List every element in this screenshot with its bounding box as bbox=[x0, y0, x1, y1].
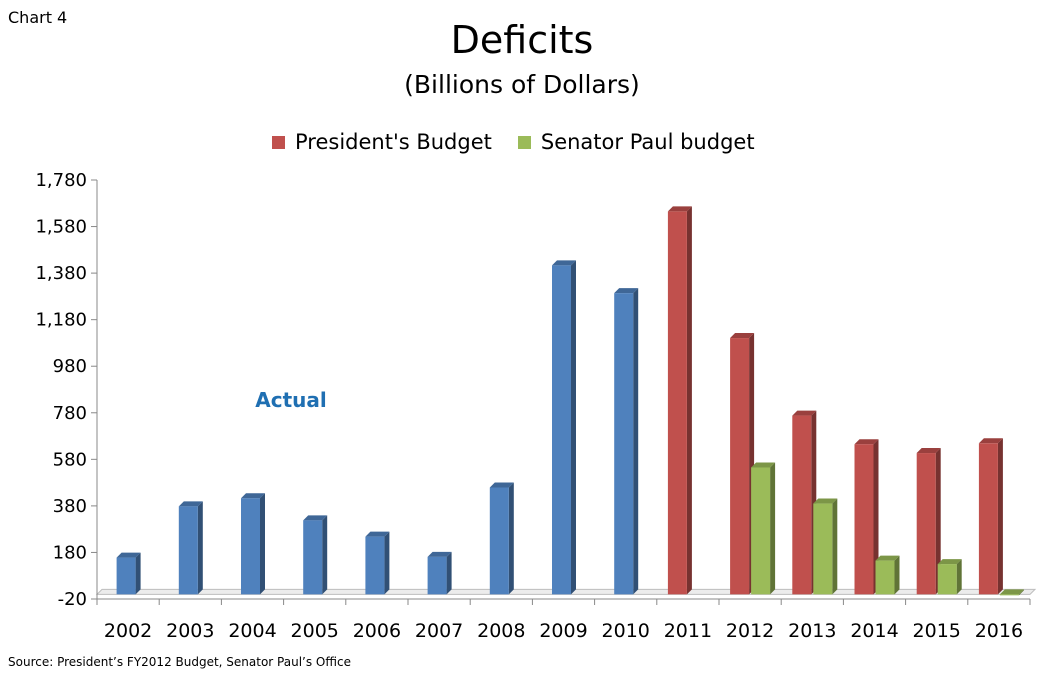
legend-swatch-senator-paul-budget bbox=[517, 135, 531, 149]
bar-actual-2010 bbox=[614, 293, 634, 595]
bar-presidents-budget-2016 bbox=[978, 443, 998, 595]
chart-title: Deficits bbox=[450, 18, 594, 62]
y-tick-label: 580 bbox=[53, 449, 87, 470]
x-tick-label: 2011 bbox=[664, 620, 712, 642]
x-tick-label: 2013 bbox=[788, 620, 836, 642]
bar-presidents-budget-2015-side bbox=[935, 448, 941, 595]
bar-senator-paul-budget-2012 bbox=[751, 467, 771, 595]
bar-senator-paul-budget-2014-side bbox=[894, 555, 900, 595]
bar-actual-2004-top bbox=[241, 493, 265, 499]
bar-presidents-budget-2014-top bbox=[854, 439, 879, 445]
bar-senator-paul-budget-2013-side bbox=[832, 498, 838, 595]
bar-presidents-budget-2015-top bbox=[916, 448, 941, 454]
bar-actual-2002 bbox=[116, 557, 136, 595]
bar-actual-2005 bbox=[303, 520, 323, 595]
y-tick-label: 380 bbox=[53, 496, 87, 517]
bar-senator-paul-budget-2016 bbox=[999, 594, 1019, 596]
bar-actual-2003-top bbox=[178, 501, 203, 507]
legend-item-presidents-budget: President's Budget bbox=[272, 130, 492, 154]
bar-actual-2002-side bbox=[135, 552, 141, 595]
y-tick-label: 1,380 bbox=[35, 263, 87, 284]
bar-presidents-budget-2011-side bbox=[686, 206, 692, 595]
bar-actual-2003-side bbox=[197, 501, 203, 595]
bar-actual-2010-top bbox=[614, 288, 639, 294]
x-tick-label: 2015 bbox=[913, 620, 961, 642]
bar-presidents-budget-2015 bbox=[916, 453, 936, 595]
bar-presidents-budget-2013 bbox=[792, 415, 812, 595]
bar-presidents-budget-2016-side bbox=[997, 438, 1003, 595]
bar-actual-2009 bbox=[552, 265, 571, 595]
x-tick-label: 2008 bbox=[477, 620, 525, 642]
x-tick-label: 2002 bbox=[104, 620, 152, 642]
y-tick-label: -20 bbox=[58, 589, 87, 610]
x-tick-label: 2014 bbox=[850, 620, 898, 642]
legend-item-senator-paul-budget: Senator Paul budget bbox=[517, 130, 755, 154]
bar-actual-2004 bbox=[241, 498, 260, 595]
x-tick-label: 2005 bbox=[291, 620, 339, 642]
bar-presidents-budget-2013-top bbox=[792, 410, 817, 416]
bar-presidents-budget-2014 bbox=[854, 444, 874, 595]
bar-actual-2002-top bbox=[116, 552, 141, 558]
bar-actual-2007-side bbox=[446, 551, 452, 595]
x-tick-label: 2004 bbox=[228, 620, 276, 642]
bar-senator-paul-budget-2012-top bbox=[751, 462, 776, 468]
bar-senator-paul-budget-2014 bbox=[875, 560, 895, 595]
y-tick-label: 180 bbox=[53, 542, 87, 563]
x-tick-label: 2010 bbox=[602, 620, 650, 642]
bar-actual-2005-side bbox=[322, 515, 328, 595]
x-tick-label: 2009 bbox=[539, 620, 587, 642]
y-tick-label: 1,180 bbox=[35, 310, 87, 331]
y-tick-label: 980 bbox=[53, 356, 87, 377]
chart-subtitle: (Billions of Dollars) bbox=[404, 70, 640, 99]
x-tick-label: 2003 bbox=[166, 620, 214, 642]
source-note: Source: President’s FY2012 Budget, Senat… bbox=[8, 655, 351, 669]
bar-presidents-budget-2011-top bbox=[667, 206, 692, 212]
bar-presidents-budget-2014-side bbox=[873, 439, 879, 595]
bar-presidents-budget-2016-top bbox=[978, 438, 1003, 444]
bar-actual-2005-top bbox=[303, 515, 328, 521]
bar-actual-2008 bbox=[489, 487, 509, 595]
bar-actual-2009-side bbox=[571, 260, 576, 595]
y-tick-label: 1,580 bbox=[35, 217, 87, 238]
bar-actual-2006-side bbox=[384, 531, 390, 595]
bar-actual-2010-side bbox=[633, 288, 639, 595]
bar-senator-paul-budget-2016-top bbox=[999, 589, 1024, 595]
x-tick-label: 2006 bbox=[353, 620, 401, 642]
chart-label: Chart 4 bbox=[8, 8, 68, 27]
bar-senator-paul-budget-2015 bbox=[937, 564, 957, 595]
bar-senator-paul-budget-2015-side bbox=[956, 559, 962, 595]
legend: President's Budget Senator Paul budget bbox=[272, 130, 781, 154]
legend-label-senator-paul-budget: Senator Paul budget bbox=[540, 130, 755, 154]
bar-senator-paul-budget-2012-side bbox=[770, 462, 776, 595]
x-tick-label: 2007 bbox=[415, 620, 463, 642]
bar-actual-2008-top bbox=[489, 482, 514, 488]
bar-actual-2006 bbox=[365, 536, 385, 595]
bar-actual-2007-top bbox=[427, 551, 452, 557]
annotation-actual: Actual bbox=[255, 388, 326, 412]
bar-senator-paul-budget-2015-top bbox=[937, 559, 962, 565]
bar-senator-paul-budget-2013-top bbox=[813, 498, 838, 504]
bar-actual-2008-side bbox=[508, 482, 514, 595]
bar-actual-2006-top bbox=[365, 531, 390, 537]
bar-presidents-budget-2012 bbox=[730, 338, 750, 595]
bar-senator-paul-budget-2016-side bbox=[1018, 589, 1024, 596]
bar-presidents-budget-2011 bbox=[667, 211, 687, 595]
bar-actual-2007 bbox=[427, 556, 447, 595]
bar-presidents-budget-2012-top bbox=[730, 333, 755, 339]
bar-senator-paul-budget-2013 bbox=[813, 503, 833, 595]
bar-actual-2004-side bbox=[260, 493, 265, 595]
legend-label-presidents-budget: President's Budget bbox=[295, 130, 492, 154]
x-tick-label: 2016 bbox=[975, 620, 1023, 642]
bar-senator-paul-budget-2014-top bbox=[875, 555, 900, 561]
y-tick-label: 780 bbox=[53, 403, 87, 424]
bar-actual-2003 bbox=[178, 506, 198, 595]
x-tick-label: 2012 bbox=[726, 620, 774, 642]
y-tick-label: 1,780 bbox=[35, 170, 87, 191]
bar-actual-2009-top bbox=[552, 260, 576, 266]
legend-swatch-presidents-budget bbox=[272, 135, 285, 149]
